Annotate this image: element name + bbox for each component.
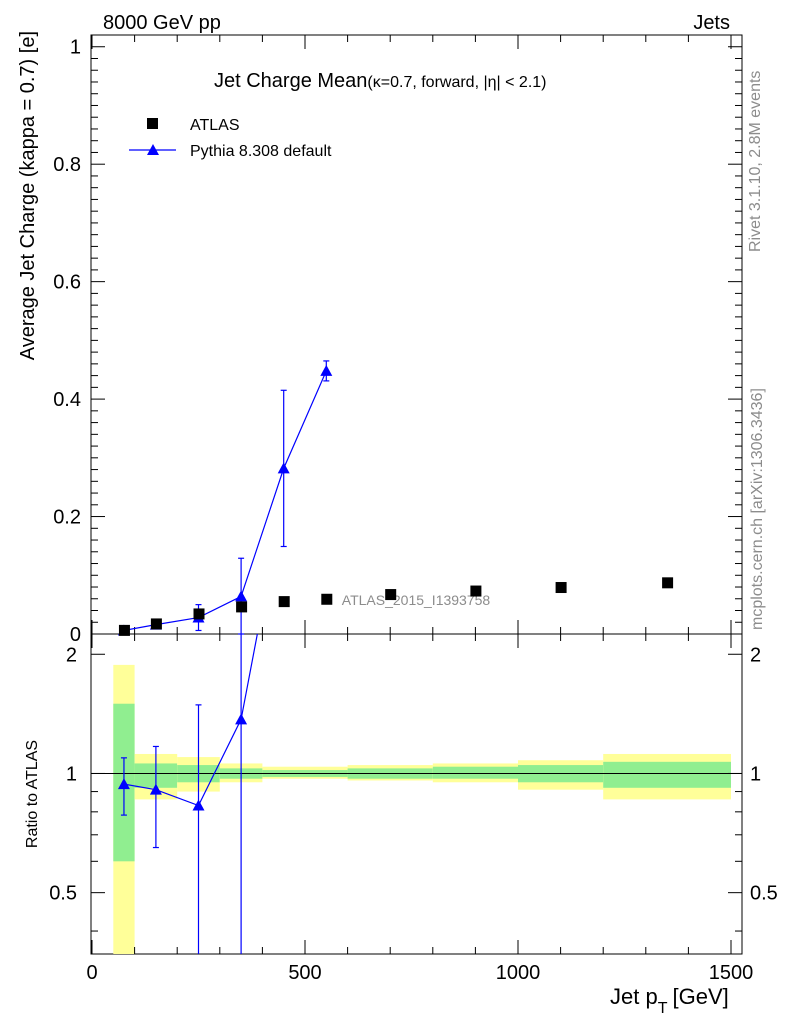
ratio-pythia-line <box>123 634 258 807</box>
rivet-label: Rivet 3.1.10, 2.8M events <box>747 71 764 252</box>
axis-ticks <box>91 35 742 954</box>
x-tick-label: 1000 <box>496 962 541 984</box>
atlas-point <box>118 624 130 636</box>
ratio-y-tick-label-left: 2 <box>66 644 77 666</box>
atlas-point <box>662 577 674 589</box>
ratio-plot-frame <box>90 633 743 955</box>
ratio-y-tick-label-left: 1 <box>66 763 77 785</box>
main-title-text: Jet Charge Mean <box>214 70 367 92</box>
main-y-tick-label: 0.8 <box>53 154 81 176</box>
legend-pythia-marker <box>147 144 159 155</box>
mcplots-label: mcplots.cern.ch [arXiv:1306.3436] <box>749 388 766 630</box>
tick-labels: 0 500 1000 1500 0 0.2 0.4 0.6 0.8 1 0.5 0.5 1 1 2 2 <box>49 37 778 984</box>
ratio-uncertainty-bands <box>113 664 731 954</box>
main-plot-frame <box>90 34 743 635</box>
main-y-tick-label: 0 <box>70 624 81 646</box>
ratio-pythia-point <box>192 799 205 811</box>
ratio-pythia-point <box>149 783 162 795</box>
atlas-point <box>555 582 567 594</box>
pythia-point <box>277 462 290 474</box>
main-data-points <box>117 360 674 636</box>
atlas-point <box>236 601 248 613</box>
atlas-point <box>193 608 205 620</box>
main-y-axis-label: Average Jet Charge (kappa = 0.7) [e] <box>17 31 39 360</box>
atlas-point <box>385 589 397 601</box>
main-y-tick-label: 1 <box>70 37 81 59</box>
main-y-tick-label: 0.2 <box>53 507 81 529</box>
legend: ATLAS Pythia 8.308 default <box>129 117 332 160</box>
energy-label: 8000 GeV pp <box>103 12 221 34</box>
main-y-tick-label: 0.6 <box>53 272 81 294</box>
legend-atlas-marker <box>147 118 158 129</box>
ratio-y-tick-label-right: 1 <box>750 763 761 785</box>
ratio-data-points <box>117 634 258 954</box>
main-y-tick-label: 0.4 <box>53 389 81 411</box>
legend-pythia-label: Pythia 8.308 default <box>190 143 332 160</box>
ratio-y-axis-label: Ratio to ATLAS <box>24 740 41 848</box>
pythia-line <box>123 370 327 632</box>
x-tick-label: 0 <box>86 962 97 984</box>
ratio-pythia-point <box>235 713 248 725</box>
analysis-watermark: ATLAS_2015_I1393758 <box>342 592 491 608</box>
main-title-detail: (κ=0.7, forward, |η| < 2.1) <box>367 74 546 91</box>
atlas-point <box>470 585 482 597</box>
ratio-y-tick-label-left: 0.5 <box>49 883 77 905</box>
atlas-point <box>321 593 333 605</box>
pythia-point <box>235 590 248 602</box>
band-inner <box>432 766 518 779</box>
x-axis-label-unit: [GeV] <box>672 984 728 1009</box>
band-inner <box>603 761 731 788</box>
x-tick-label: 1500 <box>709 962 754 984</box>
ratio-y-tick-label-right: 2 <box>750 644 761 666</box>
x-axis-label-main: Jet p <box>610 984 658 1009</box>
atlas-point <box>278 596 290 608</box>
main-title: Jet Charge Mean(κ=0.7, forward, |η| < 2.… <box>214 70 546 92</box>
ratio-pythia-point <box>117 778 130 790</box>
topic-label: Jets <box>693 12 730 34</box>
x-axis-label-sub: T <box>658 1000 668 1017</box>
pythia-point <box>320 364 333 376</box>
x-axis-label: Jet pT [GeV] <box>610 984 729 1017</box>
legend-atlas-label: ATLAS <box>190 117 240 134</box>
atlas-point <box>150 618 162 630</box>
x-tick-label: 500 <box>288 962 321 984</box>
ratio-y-tick-label-right: 0.5 <box>750 883 778 905</box>
